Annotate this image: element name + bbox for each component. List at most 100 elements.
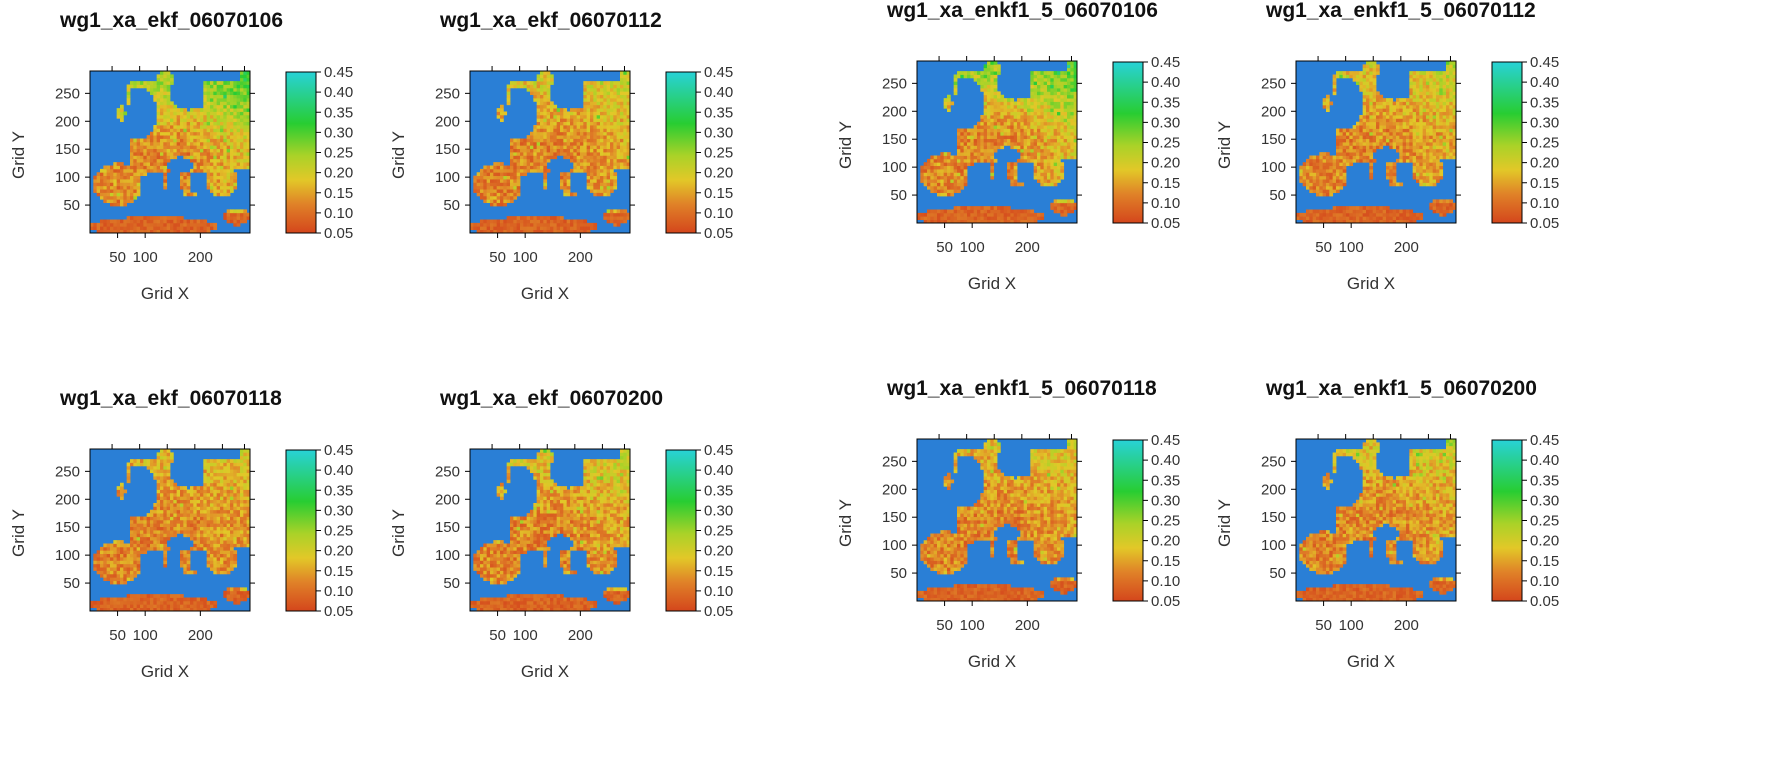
heatmap-cell [620, 77, 624, 82]
heatmap-cell [1306, 212, 1310, 217]
heatmap-cell [1020, 145, 1025, 150]
heatmap-cell [600, 94, 604, 99]
heatmap-cell [243, 216, 248, 220]
heatmap-cell [513, 81, 518, 85]
heatmap-cell [1329, 209, 1334, 214]
heatmap-cell [233, 121, 238, 126]
heatmap-cell [1047, 77, 1051, 82]
heatmap-cell [1050, 206, 1055, 210]
heatmap-cell [1372, 125, 1377, 129]
heatmap-cell [997, 209, 1001, 214]
heatmap-cell [543, 222, 548, 227]
heatmap-cell [210, 114, 214, 119]
heatmap-cell [1362, 212, 1367, 217]
heatmap-cell [1057, 172, 1061, 177]
heatmap-cell [593, 222, 598, 227]
heatmap-cell [1362, 142, 1367, 146]
colorbar-tick-label: 0.05 [324, 225, 353, 242]
heatmap-cell [1067, 74, 1071, 79]
heatmap-cell [980, 216, 985, 221]
heatmap-cell [1376, 131, 1380, 136]
heatmap-cell [236, 111, 241, 116]
heatmap-cell [196, 229, 201, 234]
heatmap-cell [1389, 111, 1394, 116]
heatmap-cell [200, 108, 204, 112]
heatmap-cell [550, 101, 554, 106]
heatmap-cell [153, 87, 158, 92]
heatmap-cell [570, 229, 574, 234]
heatmap-cell [1309, 185, 1314, 190]
heatmap-cell [1366, 101, 1370, 106]
heatmap-cell [603, 128, 608, 133]
heatmap-cell [586, 152, 591, 156]
heatmap-cell [160, 101, 164, 106]
heatmap-cell [513, 155, 518, 160]
heatmap-cell [516, 172, 521, 177]
heatmap-cell [540, 152, 544, 156]
heatmap-cell [957, 185, 961, 190]
heatmap-cell [210, 145, 214, 150]
heatmap-cell [500, 182, 504, 187]
heatmap-cell [1339, 206, 1344, 210]
heatmap-cell [600, 145, 604, 150]
heatmap-cell [150, 168, 154, 173]
heatmap-cell [473, 175, 478, 180]
heatmap-cell [1057, 128, 1061, 133]
heatmap-cell [1419, 169, 1424, 173]
heatmap-cell [1412, 212, 1417, 217]
heatmap-cell [160, 168, 164, 173]
heatmap-cell [1449, 118, 1454, 123]
heatmap-cell [133, 168, 138, 173]
heatmap-cell [943, 182, 948, 187]
heatmap-cell [583, 87, 588, 92]
heatmap-cell [1446, 74, 1450, 79]
heatmap-cell [1030, 158, 1035, 163]
heatmap-cell [987, 121, 991, 126]
heatmap-cell [610, 114, 614, 119]
heatmap-cell [1339, 162, 1344, 167]
heatmap-cell [170, 121, 174, 126]
heatmap-cell [490, 192, 494, 197]
heatmap-cell [136, 165, 141, 170]
heatmap-cell [223, 165, 228, 170]
heatmap-cell [1352, 128, 1357, 133]
heatmap-cell [1043, 121, 1048, 126]
heatmap-cell [1017, 212, 1021, 217]
heatmap-cell [1376, 111, 1380, 116]
heatmap-cell [1436, 179, 1440, 183]
heatmap-cell [1309, 172, 1314, 177]
heatmap-cell [583, 104, 588, 109]
heatmap-cell [1057, 108, 1061, 113]
heatmap-cell [967, 145, 971, 150]
heatmap-cell [123, 199, 128, 204]
heatmap-cell [526, 145, 531, 150]
heatmap-cell [483, 195, 488, 200]
heatmap-cell [543, 114, 548, 119]
heatmap-cell [616, 131, 621, 136]
heatmap-cell [1446, 128, 1450, 133]
heatmap-cell [970, 138, 975, 143]
heatmap-cell [123, 165, 128, 170]
heatmap-cell [163, 168, 168, 173]
heatmap-cell [550, 148, 554, 153]
heatmap-cell [530, 148, 534, 153]
heatmap-cell [153, 125, 158, 129]
heatmap-cell [1053, 101, 1058, 106]
heatmap-cell [576, 138, 581, 143]
heatmap-cell [1372, 219, 1377, 224]
heatmap-cell [170, 219, 174, 224]
heatmap-cell [1312, 189, 1317, 194]
heatmap-cell [606, 141, 611, 146]
heatmap-cell [546, 114, 551, 119]
heatmap-cell [1040, 91, 1045, 96]
heatmap-cell [616, 219, 621, 224]
heatmap-cell [126, 168, 131, 173]
heatmap-cell [150, 84, 154, 89]
heatmap-cell [960, 209, 965, 214]
heatmap-cell [1057, 115, 1061, 119]
heatmap-cell [1023, 152, 1028, 156]
heatmap-cell [993, 88, 998, 92]
heatmap-cell [970, 162, 975, 167]
heatmap-cell [183, 175, 188, 180]
heatmap-cell [226, 155, 231, 160]
